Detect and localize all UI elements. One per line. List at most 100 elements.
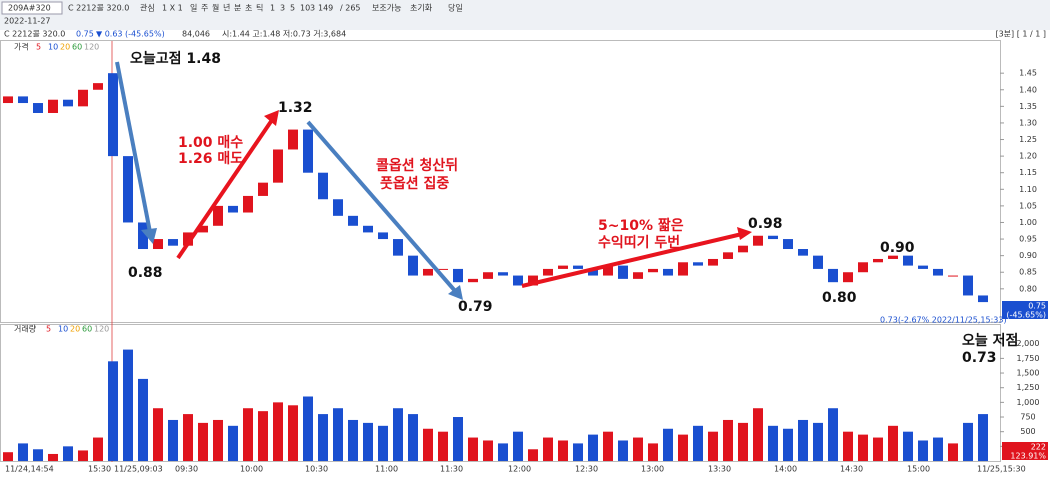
period-btn[interactable]: 월 xyxy=(212,3,219,13)
total: / 265 xyxy=(340,4,361,13)
volume-bar xyxy=(108,361,118,461)
candle xyxy=(33,103,43,113)
y-tick-label: 1,250 xyxy=(1017,383,1040,392)
period-btn[interactable]: 년 xyxy=(223,3,230,13)
y-tick-label: 1.20 xyxy=(1019,152,1037,161)
candle xyxy=(183,232,193,246)
candle xyxy=(543,268,553,276)
today-check[interactable]: 당일 xyxy=(448,3,463,13)
volume-bar xyxy=(483,440,493,461)
candle xyxy=(663,268,673,276)
volume-bar xyxy=(888,425,898,461)
period-btn[interactable]: 분 xyxy=(234,4,241,13)
info-change: ▼ 0.63 (-45.65%) xyxy=(96,30,165,39)
candle xyxy=(303,129,313,173)
unit-btn[interactable]: 3 xyxy=(280,4,285,13)
annotation: 수익띠기 두번 xyxy=(598,234,680,251)
candle xyxy=(738,245,748,253)
candle xyxy=(273,149,283,183)
volume-bar xyxy=(843,431,853,461)
period-btn[interactable]: 일 xyxy=(190,4,197,13)
volume-bar xyxy=(708,431,718,461)
annotation: 1.26 매도 xyxy=(178,151,243,167)
volume-bar xyxy=(903,431,913,461)
volume-bar xyxy=(453,417,463,461)
annotation: 1.32 xyxy=(278,100,313,116)
x-tick-label: 15:00 xyxy=(907,465,930,474)
ma-legend: 120 xyxy=(84,43,99,52)
period-btn[interactable]: 틱 xyxy=(256,3,263,13)
ma-legend: 5 xyxy=(36,43,41,52)
ma-legend: 5 xyxy=(46,325,51,334)
y-tick-label: 1,500 xyxy=(1017,369,1040,378)
candle xyxy=(378,232,388,240)
volume-bar xyxy=(3,452,13,461)
item-name: C 2212콜 320.0 xyxy=(68,4,129,13)
candle xyxy=(168,239,178,246)
volume-bar xyxy=(333,408,343,461)
x-tick-label: 11/25,09:03 xyxy=(114,465,163,474)
candle xyxy=(348,215,358,226)
candle xyxy=(93,83,103,90)
candle xyxy=(258,182,268,196)
volume-bar xyxy=(933,437,943,461)
volume-bar xyxy=(288,405,298,461)
volume-bar xyxy=(768,425,778,461)
unit-btn[interactable]: 1 xyxy=(270,4,275,13)
x-tick-label: 13:30 xyxy=(708,465,731,474)
watch-btn[interactable]: 관심 xyxy=(140,3,155,13)
volume-bar xyxy=(348,419,358,461)
x-tick-label: 11/24,14:54 xyxy=(5,465,54,474)
candle xyxy=(633,272,643,279)
annotation: 0.98 xyxy=(748,216,783,232)
candle xyxy=(768,235,778,240)
y-tick-label: 500 xyxy=(1020,427,1035,436)
ma-legend: 10 xyxy=(58,325,68,334)
ma-legend: 20 xyxy=(70,325,80,334)
candle xyxy=(513,275,523,286)
code-box[interactable] xyxy=(1,1,63,15)
candle xyxy=(18,96,28,104)
frame: [3분] [ 1 / 1 ] xyxy=(995,30,1046,39)
candle xyxy=(888,255,898,259)
volume-bar xyxy=(858,434,868,461)
x-tick-label: 15:30 xyxy=(88,465,111,474)
period-btn[interactable]: 주 xyxy=(201,4,208,13)
period-btn[interactable]: 초 xyxy=(245,4,252,13)
candle xyxy=(213,205,223,226)
candle xyxy=(828,268,838,283)
candle xyxy=(573,265,583,269)
y-tick-label: 1,750 xyxy=(1017,354,1040,363)
candle xyxy=(63,99,73,107)
candle xyxy=(708,258,718,266)
candle xyxy=(948,275,958,277)
y-tick-label: 1.25 xyxy=(1019,135,1037,144)
ma-legend: 120 xyxy=(94,325,109,334)
low-note: 0.73(-2.67% 2022/11/25,15:33) xyxy=(880,316,1007,325)
candle xyxy=(618,265,628,279)
candle xyxy=(243,195,253,213)
count[interactable]: 149 xyxy=(318,4,333,13)
reset-btn[interactable]: 초기화 xyxy=(410,4,433,13)
volume-bar xyxy=(318,414,328,461)
volume-bar xyxy=(273,402,283,461)
candle xyxy=(318,172,328,200)
volume-bar xyxy=(183,414,193,461)
unit-btn[interactable]: 3 xyxy=(310,4,315,13)
volume-bar xyxy=(48,453,58,461)
candle xyxy=(933,268,943,276)
annotation: 5~10% 짧은 xyxy=(598,218,684,234)
arrows xyxy=(115,61,752,300)
last-change: (-45.65%) xyxy=(1006,311,1046,320)
candle xyxy=(798,249,808,256)
volume-bar xyxy=(123,349,133,461)
volume-bar xyxy=(438,431,448,461)
volume-panel xyxy=(0,324,1001,462)
volume-bar xyxy=(753,408,763,461)
candle xyxy=(453,268,463,283)
aux-btn[interactable]: 보조가능 xyxy=(372,4,401,13)
volume-bar xyxy=(873,437,883,461)
unit-btn[interactable]: 5 xyxy=(290,4,295,13)
unit-btn[interactable]: 10 xyxy=(300,4,310,13)
x-tick-label: 10:30 xyxy=(305,465,328,474)
